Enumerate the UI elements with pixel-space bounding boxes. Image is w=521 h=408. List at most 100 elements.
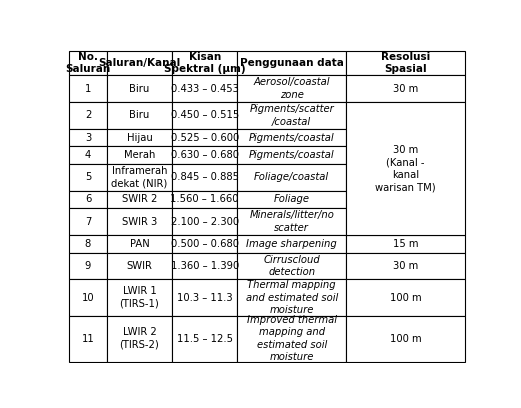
Text: 1: 1: [85, 84, 91, 93]
Bar: [238, 191, 346, 208]
Bar: [346, 316, 465, 361]
Text: 2.100 – 2.300: 2.100 – 2.300: [170, 217, 239, 226]
Bar: [172, 279, 238, 316]
Bar: [69, 51, 107, 75]
Text: Resolusi
Spasial: Resolusi Spasial: [381, 51, 430, 74]
Bar: [238, 235, 346, 253]
Text: Cirruscloud
detection: Cirruscloud detection: [264, 255, 320, 277]
Bar: [238, 102, 346, 129]
Text: 5: 5: [85, 172, 91, 182]
Text: 11: 11: [82, 334, 94, 344]
Bar: [238, 75, 346, 102]
Text: 0.845 – 0.885: 0.845 – 0.885: [171, 172, 239, 182]
Bar: [172, 75, 238, 102]
Text: Pigments/scatter
/coastal: Pigments/scatter /coastal: [250, 104, 334, 126]
Bar: [238, 51, 346, 75]
Text: 30 m: 30 m: [393, 261, 418, 271]
Bar: [69, 235, 107, 253]
Bar: [107, 75, 172, 102]
Bar: [238, 146, 346, 164]
Text: Penggunaan data: Penggunaan data: [240, 58, 344, 68]
Bar: [69, 164, 107, 191]
Bar: [238, 129, 346, 146]
Text: 9: 9: [85, 261, 91, 271]
Bar: [238, 253, 346, 279]
Text: Improved thermal
mapping and
estimated soil
moisture: Improved thermal mapping and estimated s…: [247, 315, 337, 362]
Bar: [107, 129, 172, 146]
Bar: [346, 253, 465, 279]
Bar: [346, 235, 465, 253]
Bar: [238, 164, 346, 191]
Bar: [172, 191, 238, 208]
Bar: [238, 316, 346, 361]
Bar: [172, 164, 238, 191]
Bar: [107, 146, 172, 164]
Text: 30 m: 30 m: [393, 84, 418, 93]
Text: Pigments/coastal: Pigments/coastal: [249, 133, 334, 143]
Text: Pigments/coastal: Pigments/coastal: [249, 150, 334, 160]
Bar: [172, 102, 238, 129]
Text: Hijau: Hijau: [127, 133, 152, 143]
Bar: [69, 253, 107, 279]
Text: 30 m
(Kanal -
kanal
warisan TM): 30 m (Kanal - kanal warisan TM): [375, 145, 436, 192]
Text: 8: 8: [85, 239, 91, 249]
Bar: [172, 316, 238, 361]
Text: 0.500 – 0.680: 0.500 – 0.680: [171, 239, 239, 249]
Bar: [107, 279, 172, 316]
Text: 1.560 – 1.660: 1.560 – 1.660: [170, 195, 239, 204]
Bar: [69, 102, 107, 129]
Bar: [238, 208, 346, 235]
Text: Inframerah
dekat (NIR): Inframerah dekat (NIR): [111, 166, 168, 188]
Bar: [172, 146, 238, 164]
Text: 1.360 – 1.390: 1.360 – 1.390: [170, 261, 239, 271]
Text: Saluran/Kanal: Saluran/Kanal: [98, 58, 180, 68]
Text: 3: 3: [85, 133, 91, 143]
Text: 10: 10: [82, 293, 94, 303]
Text: 10.3 – 11.3: 10.3 – 11.3: [177, 293, 232, 303]
Bar: [172, 253, 238, 279]
Text: 100 m: 100 m: [390, 334, 421, 344]
Text: 0.525 – 0.600: 0.525 – 0.600: [170, 133, 239, 143]
Text: Biru: Biru: [129, 84, 150, 93]
Text: Minerals/litter/no
scatter: Minerals/litter/no scatter: [250, 211, 334, 233]
Bar: [69, 279, 107, 316]
Text: Foliage/coastal: Foliage/coastal: [254, 172, 329, 182]
Bar: [107, 208, 172, 235]
Text: 0.450 – 0.515: 0.450 – 0.515: [170, 111, 239, 120]
Text: Aerosol/coastal
zone: Aerosol/coastal zone: [254, 78, 330, 100]
Text: SWIR: SWIR: [127, 261, 152, 271]
Bar: [172, 129, 238, 146]
Bar: [107, 316, 172, 361]
Text: 0.433 – 0.453: 0.433 – 0.453: [171, 84, 239, 93]
Bar: [107, 235, 172, 253]
Text: No.
Saluran: No. Saluran: [65, 51, 110, 74]
Text: LWIR 1
(TIRS-1): LWIR 1 (TIRS-1): [119, 286, 159, 309]
Bar: [346, 102, 465, 235]
Bar: [172, 235, 238, 253]
Text: 2: 2: [85, 111, 91, 120]
Bar: [69, 75, 107, 102]
Bar: [69, 191, 107, 208]
Text: 100 m: 100 m: [390, 293, 421, 303]
Bar: [107, 191, 172, 208]
Bar: [107, 51, 172, 75]
Text: Biru: Biru: [129, 111, 150, 120]
Text: 11.5 – 12.5: 11.5 – 12.5: [177, 334, 233, 344]
Bar: [69, 146, 107, 164]
Bar: [172, 51, 238, 75]
Text: 7: 7: [85, 217, 91, 226]
Text: LWIR 2
(TIRS-2): LWIR 2 (TIRS-2): [119, 328, 159, 350]
Bar: [69, 208, 107, 235]
Bar: [346, 51, 465, 75]
Text: SWIR 2: SWIR 2: [122, 195, 157, 204]
Text: SWIR 3: SWIR 3: [122, 217, 157, 226]
Bar: [69, 129, 107, 146]
Text: PAN: PAN: [130, 239, 150, 249]
Text: Merah: Merah: [123, 150, 155, 160]
Bar: [346, 75, 465, 102]
Bar: [107, 102, 172, 129]
Text: 4: 4: [85, 150, 91, 160]
Text: 6: 6: [85, 195, 91, 204]
Bar: [238, 279, 346, 316]
Bar: [107, 164, 172, 191]
